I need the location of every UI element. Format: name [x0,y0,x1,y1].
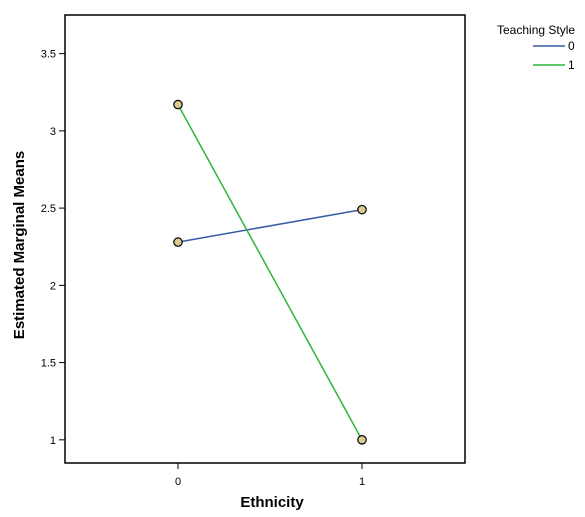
x-axis-title: Ethnicity [240,494,304,511]
y-tick-label: 2.5 [41,203,56,215]
legend: Teaching Style 01 [497,23,575,72]
data-point-series-1 [173,99,183,110]
y-tick-label: 2 [50,280,56,292]
y-axis: 1 1.5 2 2.5 3 3.5 [41,49,65,447]
y-tick-label: 1 [50,435,56,447]
legend-label-0: 0 [568,39,575,53]
x-tick-label: 0 [175,476,181,488]
data-point-series-1 [357,435,367,445]
data-point-series-0 [357,204,367,215]
legend-label-1: 1 [568,58,575,72]
legend-title: Teaching Style [497,23,575,37]
series-markers [173,99,367,445]
x-tick-label: 1 [359,476,365,488]
data-point-series-0 [173,237,183,247]
y-axis-title: Estimated Marginal Means [11,151,28,339]
y-tick-label: 3.5 [41,49,56,61]
series-line-0 [177,208,363,243]
legend-items: 01 [533,39,575,72]
y-tick-label: 3 [50,126,56,138]
series-lines [177,104,363,441]
y-tick-label: 1.5 [41,358,56,370]
series-line-1 [177,104,363,441]
plot-frame [64,14,466,464]
